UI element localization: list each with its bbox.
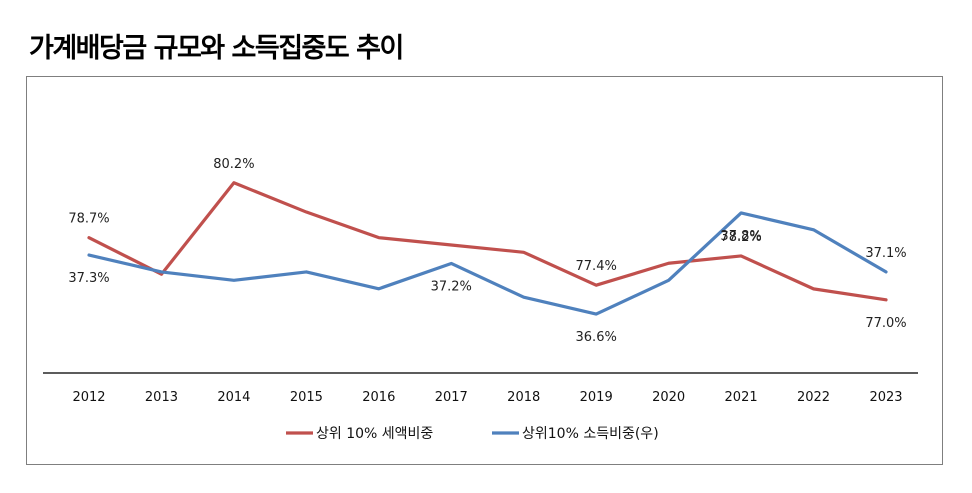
series-line-1 <box>87 181 888 302</box>
x-tick-labels: 2012 2013 2014 2015 2016 2017 2018 2019 2020 2021… <box>72 390 902 405</box>
data-label: 78.7% <box>68 212 109 227</box>
x-tick-label: 2021 <box>725 390 758 405</box>
data-label: 37.1% <box>865 246 906 261</box>
legend-item-1: 상위 10% 세액비중 <box>286 426 433 442</box>
data-label: 78.2% <box>720 230 761 245</box>
data-label: 77.0% <box>865 316 906 331</box>
legend-label: 상위 10% 세액비중 <box>316 426 433 442</box>
x-tick-label: 2016 <box>362 390 395 405</box>
x-tick-label: 2014 <box>217 390 250 405</box>
x-tick-label: 2018 <box>507 390 540 405</box>
chart-frame <box>26 76 943 465</box>
legend: 상위 10% 세액비중 상위10% 소득비중(우) <box>286 426 659 442</box>
x-tick-label: 2012 <box>72 390 105 405</box>
series-layer <box>87 181 888 316</box>
data-label: 77.4% <box>576 259 617 274</box>
x-tick-label: 2013 <box>145 390 178 405</box>
data-label: 37.2% <box>431 279 472 294</box>
x-tick-label: 2022 <box>797 390 830 405</box>
data-label: 80.2% <box>213 157 254 172</box>
legend-item-2: 상위10% 소득비중(우) <box>492 426 659 442</box>
chart-title: 가계배당금 규모와 소득집중도 추이 <box>29 33 404 64</box>
x-tick-label: 2020 <box>652 390 685 405</box>
x-tick-label: 2019 <box>580 390 613 405</box>
data-labels: 78.7% 80.2% 77.4% 78.2% 77.0% 37.3% 37.2% 36.6%… <box>68 157 906 345</box>
x-tick-label: 2017 <box>435 390 468 405</box>
series-line-2 <box>87 211 888 316</box>
x-tick-label: 2015 <box>290 390 323 405</box>
data-label: 37.8% <box>720 229 761 244</box>
x-tick-label: 2023 <box>869 390 902 405</box>
data-label: 36.6% <box>576 330 617 345</box>
data-label: 37.3% <box>68 271 109 286</box>
legend-label: 상위10% 소득비중(우) <box>522 426 659 442</box>
